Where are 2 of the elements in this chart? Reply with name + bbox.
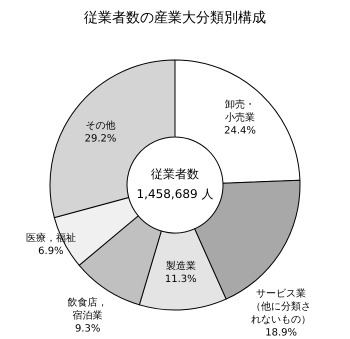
annotation: 従業者数 1,458,689 人 xyxy=(136,167,214,202)
title: 従業者数の産業大分類別構成 xyxy=(84,10,266,26)
